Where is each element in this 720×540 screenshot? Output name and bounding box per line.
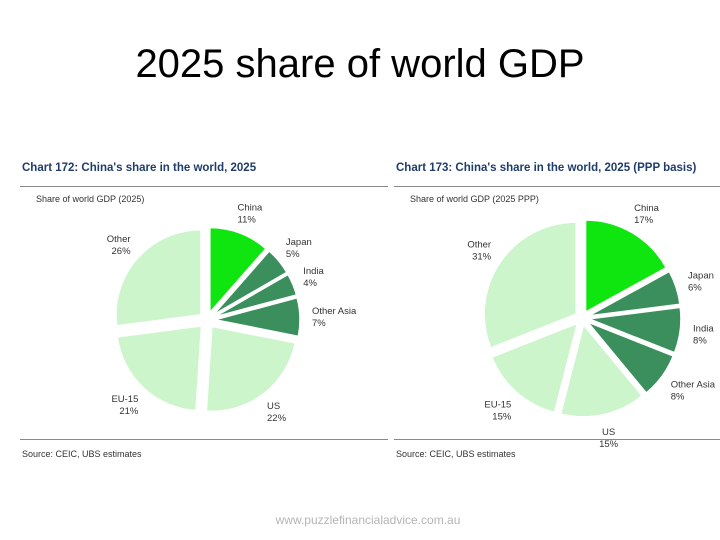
slice-label-other-asia: Other Asia <box>312 306 357 317</box>
slice-label-eu-15: EU-15 <box>484 400 511 411</box>
slice-value-china: 17% <box>634 215 654 226</box>
title-divider <box>394 186 720 187</box>
slice-value-japan: 6% <box>688 282 702 293</box>
slice-value-japan: 5% <box>286 249 300 260</box>
slice-label-china: China <box>238 202 264 213</box>
title-divider <box>20 186 388 187</box>
pie-slice-china <box>584 219 668 314</box>
slice-label-other: Other <box>467 239 491 250</box>
slice-label-us: US <box>267 401 280 412</box>
pie-slice-us <box>559 323 644 418</box>
footer-url: www.puzzlefinancialadvice.com.au <box>275 513 461 527</box>
chart-source: Source: CEIC, UBS estimates <box>22 449 142 459</box>
pie-slice-eu-15 <box>490 322 579 414</box>
slice-label-us: US <box>602 427 615 438</box>
pie-slice-eu-15 <box>116 324 203 412</box>
source-divider <box>394 439 720 440</box>
slice-value-us: 22% <box>267 413 287 424</box>
pie-slice-us <box>205 325 297 413</box>
slice-label-japan: Japan <box>688 270 714 281</box>
pie-slice-other-asia <box>214 296 301 338</box>
chart-title: Chart 173: China's share in the world, 2… <box>396 162 697 174</box>
slice-value-other: 31% <box>472 251 492 262</box>
slice-label-india: India <box>693 323 714 334</box>
chart-panel-173: Chart 173: China's share in the world, 2… <box>394 158 720 464</box>
chart-title: Chart 172: China's share in the world, 2… <box>22 162 257 174</box>
pie-slice-japan <box>212 249 288 316</box>
slice-label-china: China <box>634 203 660 214</box>
slice-label-other: Other <box>107 234 131 245</box>
pie-slice-india <box>214 273 298 318</box>
slice-label-japan: Japan <box>286 237 312 248</box>
slice-label-other-asia: Other Asia <box>671 380 716 391</box>
source-divider <box>20 439 388 440</box>
slice-value-other-asia: 8% <box>671 392 685 403</box>
slice-value-other: 26% <box>112 246 132 257</box>
slice-value-india: 8% <box>693 335 707 346</box>
pie-slice-india <box>588 306 682 354</box>
chart-subtitle: Share of world GDP (2025) <box>36 194 145 204</box>
slide-title: 2025 share of world GDP <box>135 42 585 86</box>
pie-slice-china <box>209 226 267 315</box>
pie-slice-other <box>483 221 577 349</box>
chart-subtitle: Share of world GDP (2025 PPP) <box>410 194 539 204</box>
slice-value-us: 15% <box>599 439 619 450</box>
slice-value-india: 4% <box>303 278 317 289</box>
slice-value-eu-15: 21% <box>119 406 139 417</box>
slice-label-eu-15: EU-15 <box>111 394 138 405</box>
pie-slice-japan <box>588 270 681 317</box>
slice-value-china: 11% <box>238 214 257 225</box>
slice-label-india: India <box>303 266 324 277</box>
chart-panel-172: Chart 172: China's share in the world, 2… <box>20 158 388 464</box>
pie-slice-other-asia <box>587 321 675 395</box>
pie-slice-other <box>115 228 202 327</box>
slice-value-eu-15: 15% <box>492 412 512 423</box>
chart-source: Source: CEIC, UBS estimates <box>396 449 516 459</box>
slice-value-other-asia: 7% <box>312 318 326 329</box>
